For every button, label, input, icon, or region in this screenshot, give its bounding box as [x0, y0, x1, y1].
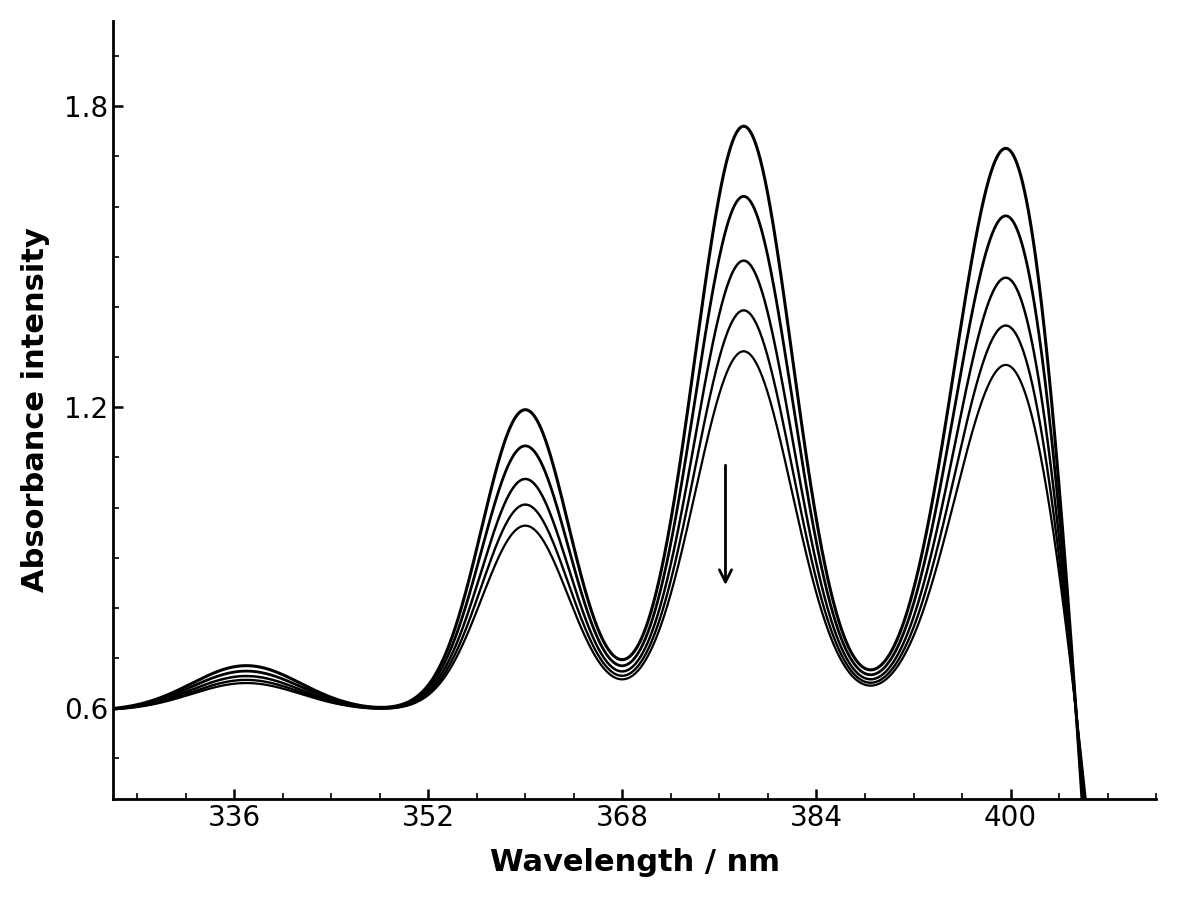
X-axis label: Wavelength / nm: Wavelength / nm: [490, 849, 779, 877]
Y-axis label: Absorbance intensity: Absorbance intensity: [21, 227, 49, 592]
